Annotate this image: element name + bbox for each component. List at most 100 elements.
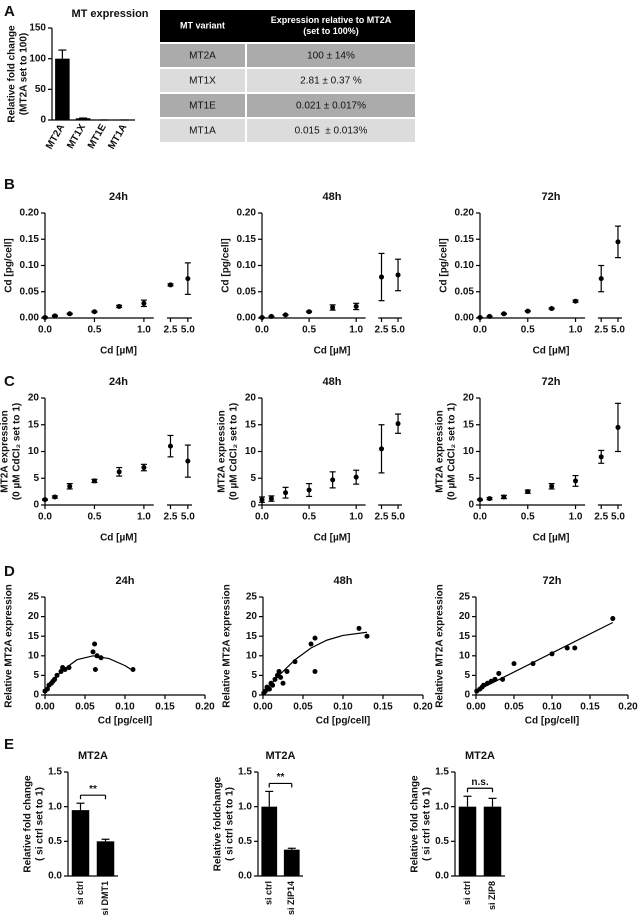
table-header-bg <box>160 10 415 42</box>
x-tick-label: 1.0 <box>349 325 363 336</box>
bar <box>483 806 502 876</box>
x-tick-label: si ctrl <box>75 881 85 905</box>
point <box>52 313 58 319</box>
x-axis-label: Cd [pg/cell] <box>98 716 152 727</box>
point <box>90 649 96 655</box>
y-tick-label: 25 <box>459 592 471 603</box>
x-tick-label: 0.20 <box>618 702 638 713</box>
x-tick-label: 0.5 <box>87 512 101 523</box>
point <box>185 458 191 464</box>
point <box>501 311 507 317</box>
x-tick-label: MT1X <box>65 122 88 151</box>
x-tick-label: 5.0 <box>611 512 625 523</box>
x-tick-label: 0.15 <box>155 702 175 713</box>
y-tick-label: 0.10 <box>20 260 40 271</box>
y-tick-label: 0.5 <box>48 836 62 847</box>
point <box>353 303 359 309</box>
x-tick-label: 1.0 <box>349 512 363 523</box>
y-axis-label: MT2A expression <box>0 410 11 492</box>
point <box>268 313 274 319</box>
x-axis-label: Cd [µM] <box>100 533 137 544</box>
y-axis-label: Relative fold change <box>410 775 421 873</box>
x-tick-label: 2.5 <box>164 512 178 523</box>
point <box>278 674 284 680</box>
x-tick-label: 2.5 <box>594 325 608 336</box>
point <box>91 478 97 484</box>
y-tick-label: 0.00 <box>237 313 257 324</box>
point <box>276 668 282 674</box>
y-tick-label: 0.00 <box>455 313 475 324</box>
point <box>477 497 483 503</box>
table-cell-text: MT1E <box>189 101 216 112</box>
table-cell-text: 0.015 ± 0.013% <box>295 126 368 137</box>
chart-title: 48h <box>334 575 353 587</box>
y-axis-label: MT2A expression <box>217 410 228 492</box>
table-cell <box>247 69 415 92</box>
y-tick-label: 0 <box>250 500 256 511</box>
y-tick-label: 1.5 <box>48 767 62 778</box>
y-tick-label: 0.10 <box>237 260 257 271</box>
x-tick-label: 5.0 <box>181 512 195 523</box>
chart-title: 72h <box>542 191 561 203</box>
y-axis-label: Relative foldchange <box>213 776 224 871</box>
x-tick-label: 0.5 <box>521 325 535 336</box>
point <box>185 276 191 282</box>
point <box>259 497 265 503</box>
x-tick-label: si ctrl <box>264 881 274 905</box>
y-tick-label: 15 <box>463 419 475 430</box>
x-axis-label: Cd [pg/cell] <box>525 716 579 727</box>
y-tick-label: 20 <box>28 611 40 622</box>
table-cell <box>160 44 245 67</box>
bar <box>261 806 278 876</box>
y-tick-label: 0.5 <box>435 836 449 847</box>
point <box>353 474 359 480</box>
x-tick-label: MT1A <box>106 122 129 151</box>
point <box>395 421 401 427</box>
y-tick-label: 1.5 <box>238 767 252 778</box>
x-tick-label: 0.5 <box>87 325 101 336</box>
x-tick-label: 0.05 <box>504 702 524 713</box>
x-tick-label: 1.0 <box>137 512 151 523</box>
y-tick-label: 5 <box>33 670 39 681</box>
y-axis-label: (0 µM CdCl₂ set to 1) <box>12 403 23 500</box>
x-tick-label: 2.5 <box>375 512 389 523</box>
panel-label: E <box>4 736 14 753</box>
point <box>487 496 493 502</box>
point <box>364 633 370 639</box>
point <box>610 616 616 622</box>
point <box>379 446 385 452</box>
y-tick-label: 1.0 <box>238 801 252 812</box>
y-tick-label: 20 <box>28 393 40 404</box>
y-tick-label: 0 <box>251 690 257 701</box>
point <box>549 306 555 312</box>
y-tick-label: 25 <box>246 592 258 603</box>
y-tick-label: 5 <box>250 473 256 484</box>
x-tick-label: 0.5 <box>521 512 535 523</box>
y-axis-label: Relative MT2A expression <box>4 584 15 708</box>
point <box>598 454 604 460</box>
x-tick-label: 0.15 <box>373 702 393 713</box>
y-tick-label: 0 <box>464 690 470 701</box>
point <box>615 424 621 430</box>
x-tick-label: 2.5 <box>375 325 389 336</box>
point <box>42 497 48 503</box>
table-cell-text: 0.021 ± 0.017% <box>296 101 366 112</box>
y-tick-label: 25 <box>28 592 40 603</box>
panel-label: A <box>4 3 15 20</box>
point <box>167 443 173 449</box>
point <box>141 465 147 471</box>
y-tick-label: 100 <box>29 53 46 64</box>
point <box>67 311 73 317</box>
point <box>573 298 579 304</box>
chart-title: 24h <box>116 575 135 587</box>
x-tick-label: 0.05 <box>75 702 95 713</box>
point <box>395 272 401 278</box>
y-tick-label: 0.0 <box>48 871 62 882</box>
panel-label: C <box>4 373 15 390</box>
table-cell-text: 100 ± 14% <box>307 51 355 62</box>
table-cell-text: 2.81 ± 0.37 % <box>300 76 362 87</box>
x-tick-label: 0.10 <box>542 702 562 713</box>
y-tick-label: 0.10 <box>455 260 475 271</box>
point <box>67 483 73 489</box>
x-tick-label: 0.0 <box>473 325 487 336</box>
